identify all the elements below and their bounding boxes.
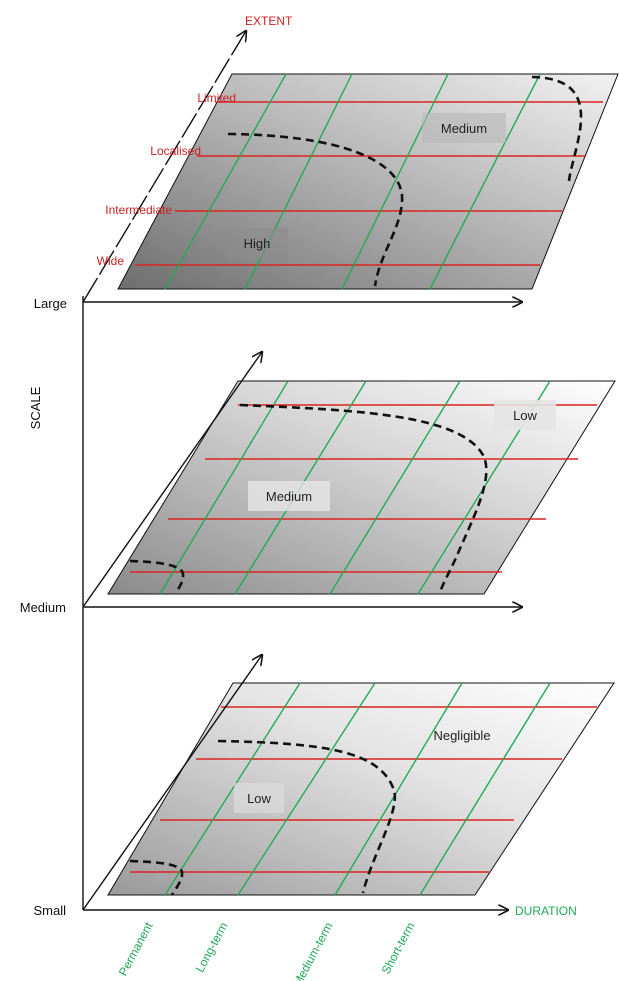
panel-medium-boundary-corner bbox=[129, 559, 185, 595]
panel-small-boundary bbox=[217, 739, 397, 894]
panel-medium: Medium Low bbox=[107, 380, 616, 595]
panel-large-extent-lines bbox=[135, 101, 603, 266]
axes bbox=[82, 31, 522, 911]
panel-large-zone-outer-box bbox=[422, 113, 506, 143]
duration-level-medium-term: Medium-term bbox=[290, 920, 336, 981]
panel-large-zone-inner: High bbox=[244, 236, 271, 251]
panel-large-boundary-top bbox=[531, 75, 583, 182]
scale-level-small: Small bbox=[33, 903, 66, 918]
extent-axis-large bbox=[82, 31, 246, 303]
extent-level-limited: Limited bbox=[197, 91, 236, 105]
panel-large-zone-inner-box bbox=[226, 228, 288, 258]
panel-large-boundary bbox=[227, 132, 404, 287]
duration-title: DURATION bbox=[515, 904, 577, 918]
extent-title: EXTENT bbox=[245, 14, 293, 28]
panel-large-plane bbox=[117, 73, 619, 290]
panel-small: Low Negligible bbox=[107, 682, 615, 896]
scale-level-large: Large bbox=[34, 296, 67, 311]
panel-small-duration-lines bbox=[164, 682, 551, 896]
panel-small-extent-lines bbox=[130, 706, 597, 873]
panel-large-zone-outer: Medium bbox=[441, 121, 487, 136]
extent-level-intermediate: Intermediate bbox=[105, 203, 172, 217]
panel-small-boundary-corner bbox=[129, 859, 184, 896]
panel-small-zone-inner-box bbox=[234, 783, 284, 813]
extent-level-localised: Localised bbox=[150, 144, 201, 158]
panel-medium-plane bbox=[107, 380, 616, 595]
extent-axis-medium bbox=[82, 352, 262, 608]
duration-level-permanent: Permanent bbox=[116, 919, 156, 978]
panel-medium-zone-outer-box bbox=[494, 400, 556, 430]
panel-medium-zone-inner-box bbox=[248, 481, 330, 511]
scale-level-medium: Medium bbox=[20, 600, 66, 615]
duration-level-long-term: Long-term bbox=[193, 920, 231, 975]
panel-small-zone-inner: Low bbox=[247, 791, 271, 806]
panel-small-zone-outer: Negligible bbox=[433, 728, 490, 743]
extent-axis-small bbox=[82, 655, 262, 911]
panel-large: High Medium bbox=[117, 73, 619, 290]
panel-medium-zone-outer: Low bbox=[513, 408, 537, 423]
panel-medium-extent-lines bbox=[130, 404, 597, 573]
extent-level-wide: Wide bbox=[97, 254, 125, 268]
panel-medium-boundary bbox=[239, 403, 488, 594]
scale-title: SCALE bbox=[28, 386, 43, 429]
panel-small-plane bbox=[107, 682, 615, 896]
panel-medium-zone-inner: Medium bbox=[266, 489, 312, 504]
duration-level-short-term: Short-term bbox=[379, 920, 418, 977]
